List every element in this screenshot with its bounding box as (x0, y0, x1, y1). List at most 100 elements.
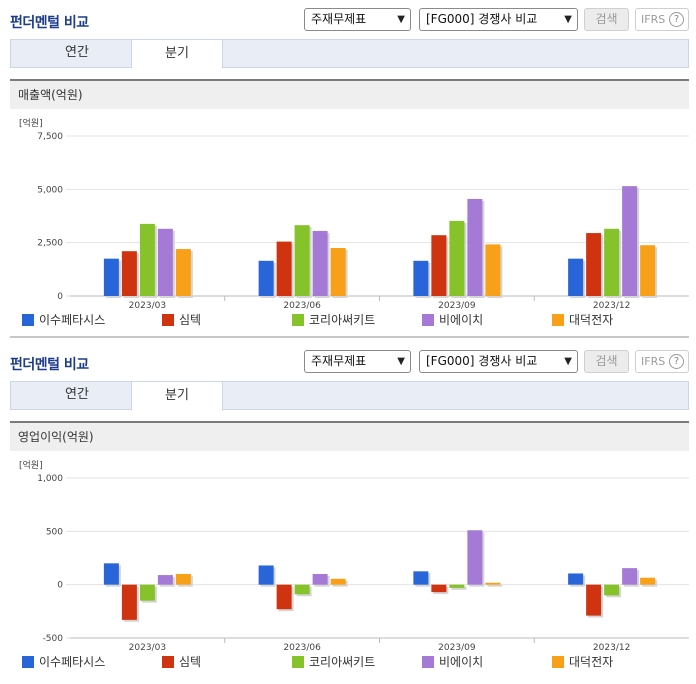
tab-quarter[interactable]: 분기 (131, 39, 223, 69)
bar-대덕전자-2023/12[interactable] (640, 245, 656, 296)
legend-item[interactable]: 코리아써키트 (292, 654, 375, 670)
bar-코리아써키트-2023/09[interactable] (449, 220, 465, 296)
bar-이수페타시스-2023/09[interactable] (413, 571, 429, 585)
legend-label: 코리아써키트 (309, 655, 376, 669)
legend-item[interactable]: 이수페타시스 (22, 654, 105, 670)
statement-select[interactable]: 주재무제표 ▼ (304, 8, 411, 31)
chevron-down-icon: ▼ (564, 14, 572, 25)
legend-label: 대덕전자 (569, 313, 614, 327)
legend-swatch (292, 656, 304, 668)
sales-chart: [억원] 0 2,500 5,000 7,500 2023/03 2023/06 2023/0… (10, 110, 689, 342)
bar-심텍-2023/03[interactable] (121, 251, 137, 296)
bar-이수페타시스-2023/03[interactable] (103, 563, 119, 585)
tab-quarter[interactable]: 분기 (131, 381, 223, 411)
bar-대덕전자-2023/06[interactable] (330, 248, 346, 296)
bar-심텍-2023/12[interactable] (586, 584, 602, 616)
legend-item[interactable]: 대덕전자 (552, 654, 613, 670)
bar-코리아써키트-2023/03[interactable] (139, 223, 155, 296)
chevron-down-icon: ▼ (397, 356, 405, 367)
chart-section-title: 영업이익(억원) (10, 421, 689, 451)
bar-대덕전자-2023/03[interactable] (175, 249, 191, 296)
bar-이수페타시스-2023/12[interactable] (568, 573, 584, 585)
statement-select[interactable]: 주재무제표 ▼ (304, 350, 411, 373)
legend-swatch (22, 656, 34, 668)
bar-코리아써키트-2023/06[interactable] (294, 584, 310, 595)
period-tabbar: 연간 분기 (10, 39, 689, 69)
bar-대덕전자-2023/09[interactable] (485, 244, 501, 296)
y-tick-label: 1,000 (37, 474, 63, 484)
ifrs-button[interactable]: IFRS ? (635, 350, 689, 373)
bar-비에이치-2023/03[interactable] (157, 228, 173, 296)
bar-이수페타시스-2023/03[interactable] (103, 258, 119, 296)
sales-chart-svg: [억원] 0 2,500 5,000 7,500 2023/03 2023/06 2023/0… (19, 117, 689, 310)
panel-title: 펀더멘털 비교 (10, 357, 89, 373)
compare-select-value: [FG000] 경쟁사 비교 (426, 12, 538, 26)
bar-이수페타시스-2023/06[interactable] (258, 565, 274, 585)
bar-이수페타시스-2023/12[interactable] (568, 258, 584, 296)
bar-심텍-2023/06[interactable] (276, 241, 292, 296)
bar-코리아써키트-2023/12[interactable] (604, 584, 620, 596)
bar-대덕전자-2023/09[interactable] (485, 582, 501, 585)
compare-select[interactable]: [FG000] 경쟁사 비교 ▼ (419, 8, 578, 31)
bar-이수페타시스-2023/06[interactable] (258, 260, 274, 296)
search-button[interactable]: 검색 (584, 8, 629, 31)
bar-shadow (487, 584, 503, 587)
y-tick-label: 0 (57, 292, 63, 302)
legend-item[interactable]: 심텍 (162, 312, 201, 328)
tab-annual[interactable]: 연간 (65, 387, 89, 402)
legend-swatch (162, 314, 174, 326)
help-icon[interactable]: ? (669, 12, 684, 27)
legend-swatch (422, 314, 434, 326)
legend-item[interactable]: 대덕전자 (552, 312, 613, 328)
bar-심텍-2023/09[interactable] (431, 235, 447, 296)
x-tick-label: 2023/03 (129, 301, 166, 310)
bar-이수페타시스-2023/09[interactable] (413, 260, 429, 296)
op-income-chart-svg: [억원] -500 0 500 1,000 2023/03 2023/06 2023/09 20… (19, 459, 689, 652)
legend-swatch (552, 314, 564, 326)
bar-비에이치-2023/06[interactable] (312, 574, 328, 585)
y-tick-label: 500 (46, 527, 63, 537)
legend-item[interactable]: 비에이치 (422, 312, 483, 328)
legend-item[interactable]: 비에이치 (422, 654, 483, 670)
bar-대덕전자-2023/03[interactable] (175, 574, 191, 585)
bar-비에이치-2023/09[interactable] (467, 198, 483, 296)
bar-비에이치-2023/09[interactable] (467, 530, 483, 585)
x-tick-label: 2023/12 (593, 301, 630, 310)
bar-shadow (451, 586, 467, 590)
bar-비에이치-2023/12[interactable] (622, 186, 638, 296)
compare-select[interactable]: [FG000] 경쟁사 비교 ▼ (419, 350, 578, 373)
bar-심텍-2023/06[interactable] (276, 584, 292, 610)
bar-비에이치-2023/12[interactable] (622, 568, 638, 585)
legend-label: 심텍 (179, 655, 202, 669)
ifrs-label: IFRS (641, 13, 666, 26)
legend-item[interactable]: 심텍 (162, 654, 201, 670)
legend-item[interactable]: 코리아써키트 (292, 312, 375, 328)
bar-심텍-2023/03[interactable] (121, 584, 137, 620)
legend-label: 이수페타시스 (39, 313, 106, 327)
x-tick-label: 2023/09 (438, 301, 476, 310)
bar-비에이치-2023/03[interactable] (157, 575, 173, 585)
bar-대덕전자-2023/06[interactable] (330, 578, 346, 585)
bar-심텍-2023/12[interactable] (586, 233, 602, 296)
ifrs-button[interactable]: IFRS ? (635, 8, 689, 31)
search-button[interactable]: 검색 (584, 350, 629, 373)
unit-label: [억원] (19, 117, 43, 129)
x-tick-label: 2023/03 (129, 643, 166, 652)
help-icon[interactable]: ? (669, 354, 684, 369)
bar-비에이치-2023/06[interactable] (312, 230, 328, 296)
bar-코리아써키트-2023/12[interactable] (604, 228, 620, 296)
legend-item[interactable]: 이수페타시스 (22, 312, 105, 328)
bar-코리아써키트-2023/06[interactable] (294, 225, 310, 296)
x-tick-label: 2023/12 (593, 643, 630, 652)
tab-annual[interactable]: 연간 (65, 45, 89, 60)
period-tabbar: 연간 분기 (10, 381, 689, 411)
x-tick-label: 2023/06 (283, 301, 321, 310)
chart-legend: 이수페타시스 심텍 코리아써키트 비에이치 대덕전자 (22, 312, 682, 328)
legend-label: 대덕전자 (569, 655, 614, 669)
bar-코리아써키트-2023/09[interactable] (449, 584, 465, 588)
bar-코리아써키트-2023/03[interactable] (139, 584, 155, 601)
bar-심텍-2023/09[interactable] (431, 584, 447, 593)
bar-대덕전자-2023/12[interactable] (640, 577, 656, 585)
legend-label: 코리아써키트 (309, 313, 376, 327)
x-tick-label: 2023/06 (283, 643, 321, 652)
